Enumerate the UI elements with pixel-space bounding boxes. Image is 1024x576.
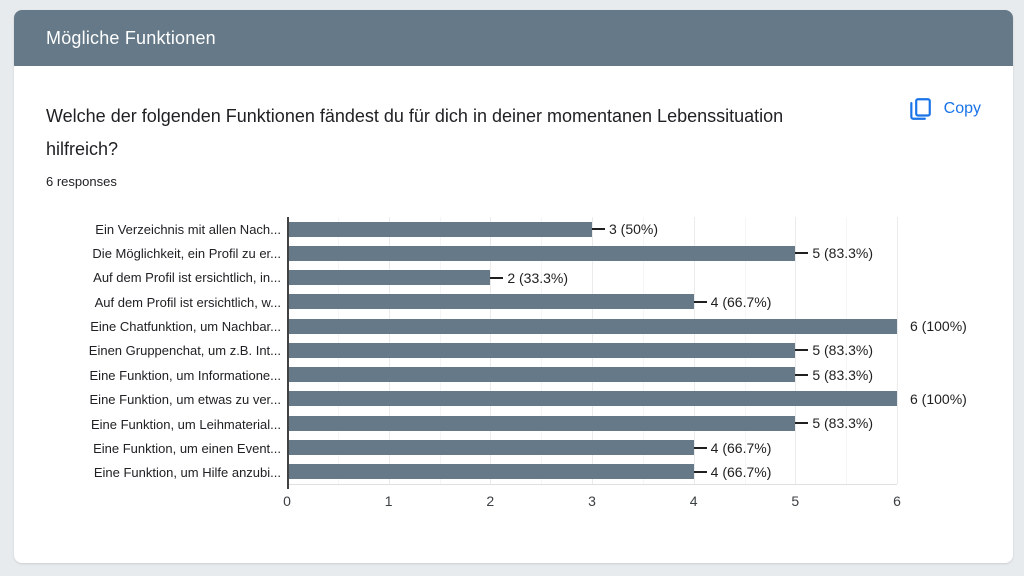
bar-row: 5 (83.3%): [287, 363, 897, 387]
value-label: 5 (83.3%): [812, 415, 874, 432]
category-label: Eine Funktion, um etwas zu ver...: [89, 392, 281, 408]
value-label: 4 (66.7%): [710, 293, 772, 310]
value-connector: [795, 349, 809, 352]
x-tick-label: 0: [283, 493, 291, 509]
bar-row: 5 (83.3%): [287, 338, 897, 362]
category-label: Eine Funktion, um Leihmaterial...: [90, 416, 281, 432]
card-header: Mögliche Funktionen: [14, 10, 1013, 66]
category-label: Die Möglichkeit, ein Profil zu er...: [92, 246, 281, 262]
x-axis: 0 1 2 3 4 5 6: [283, 485, 901, 515]
value-label: 5 (83.3%): [812, 245, 874, 262]
question-row: Welche der folgenden Funktionen fändest …: [46, 66, 981, 166]
category-label: Auf dem Profil ist ersichtlich, in...: [93, 270, 281, 286]
bar-rows: 3 (50%) 5 (83.3%) 2 (33.3%) 4 (66.7%) 6 (100…: [287, 217, 967, 484]
plot-area: 3 (50%) 5 (83.3%) 2 (33.3%) 4 (66.7%) 6 (100…: [287, 217, 967, 489]
bar-row: 4 (66.7%): [287, 435, 897, 459]
x-tick-label: 4: [689, 493, 698, 509]
gridline: [846, 217, 848, 484]
gridline: [897, 217, 898, 484]
copy-button[interactable]: Copy: [907, 96, 981, 122]
value-connector: [795, 422, 809, 425]
value-label: 2 (33.3%): [507, 269, 569, 286]
value-label: 5 (83.3%): [812, 342, 874, 359]
bar: [287, 367, 796, 383]
category-label: Eine Funktion, um Hilfe anzubi...: [93, 465, 281, 481]
category-labels: Ein Verzeichnis mit allen Nach... Die Mög…: [46, 217, 287, 485]
bar-row: 4 (66.7%): [287, 290, 897, 314]
category-label: Eine Funktion, um einen Event...: [93, 440, 281, 456]
response-card: Mögliche Funktionen Welche der folgenden…: [14, 10, 1013, 563]
category-label: Eine Funktion, um Informatione...: [89, 367, 281, 383]
value-label: 5 (83.3%): [812, 366, 874, 383]
bar: [287, 391, 897, 407]
value-connector: [490, 276, 504, 279]
zero-axis-line: [287, 217, 289, 489]
value-label: 6 (100%): [910, 318, 967, 335]
value-label: 6 (100%): [910, 390, 967, 407]
copy-button-label: Copy: [943, 100, 981, 117]
bar: [287, 318, 897, 334]
bar-row: 4 (66.7%): [287, 460, 897, 484]
bar-row: 5 (83.3%): [287, 241, 897, 265]
value-connector: [795, 373, 809, 376]
card-body: Welche der folgenden Funktionen fändest …: [14, 66, 1013, 515]
bar: [287, 221, 592, 237]
value-connector: [693, 470, 707, 473]
x-tick-label: 1: [384, 493, 393, 509]
bar-row: 5 (83.3%): [287, 411, 897, 435]
responses-count: 6 responses: [46, 174, 117, 189]
value-connector: [592, 228, 605, 231]
bar: [287, 294, 694, 310]
bar-row: 6 (100%): [287, 387, 967, 411]
category-label: Einen Gruppenchat, um z.B. Int...: [88, 343, 281, 359]
question-text: Welche der folgenden Funktionen fändest …: [46, 106, 784, 159]
bar: [287, 245, 796, 261]
value-label: 4 (66.7%): [710, 439, 772, 456]
value-connector: [693, 446, 707, 449]
value-connector: [693, 300, 707, 303]
x-tick-label: 6: [893, 493, 901, 509]
category-label: Eine Chatfunktion, um Nachbar...: [90, 319, 281, 335]
bar-row: 2 (33.3%): [287, 266, 897, 290]
bar-row: 3 (50%): [287, 217, 897, 241]
copy-icon: [907, 96, 933, 122]
x-tick-label: 5: [791, 493, 800, 509]
value-label: 3 (50%): [609, 221, 659, 238]
bar-row: 6 (100%): [287, 314, 967, 338]
bar-chart: Ein Verzeichnis mit allen Nach... Die Mög…: [46, 217, 981, 515]
plot-wrap: 3 (50%) 5 (83.3%) 2 (33.3%) 4 (66.7%) 6 (100…: [283, 217, 967, 515]
bar: [287, 440, 694, 456]
bar: [287, 342, 796, 358]
value-connector: [795, 252, 809, 255]
category-label: Ein Verzeichnis mit allen Nach...: [95, 221, 281, 237]
value-label: 4 (66.7%): [710, 463, 772, 480]
x-tick-label: 3: [588, 493, 596, 509]
x-tick-label: 2: [486, 493, 495, 509]
bar: [287, 464, 694, 480]
card-title: Mögliche Funktionen: [46, 27, 216, 48]
bar: [287, 415, 796, 431]
category-label: Auf dem Profil ist ersichtlich, w...: [94, 294, 281, 310]
bar: [287, 270, 491, 286]
